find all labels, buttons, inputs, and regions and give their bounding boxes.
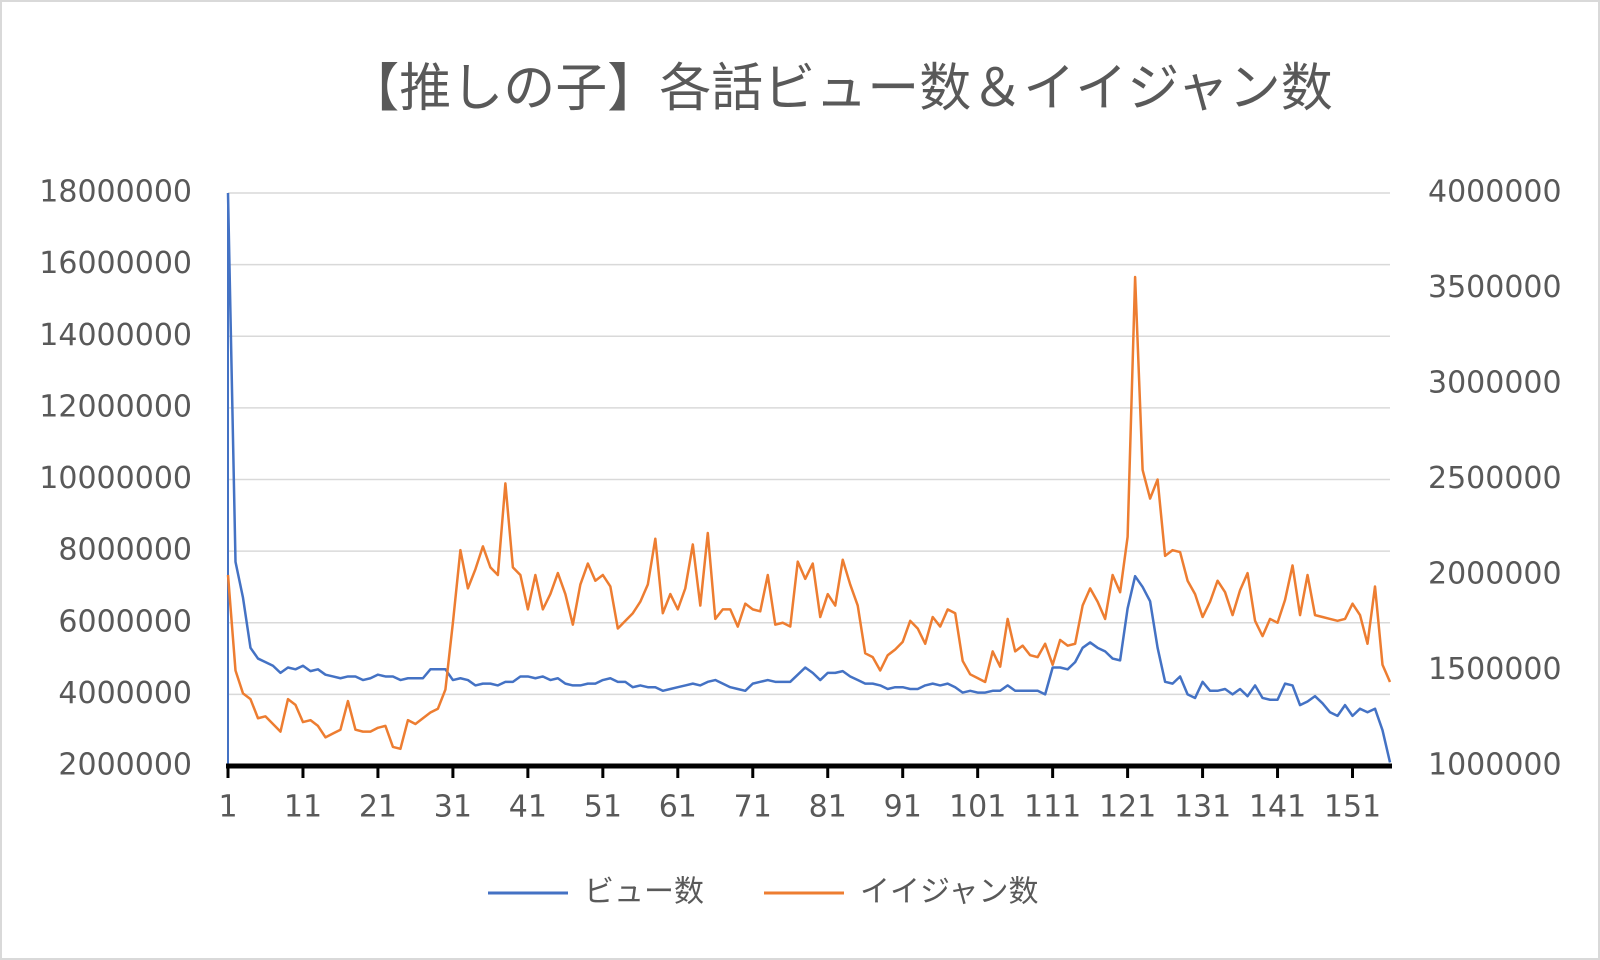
x-tick-label: 131 (1174, 790, 1231, 825)
x-tick-label: 21 (359, 790, 397, 825)
legend-label: ビュー数 (584, 875, 704, 910)
y2-tick-label: 3000000 (1428, 366, 1562, 401)
y2-tick-label: 2500000 (1428, 461, 1562, 496)
y-tick-label: 12000000 (39, 389, 192, 424)
x-tick-label: 1 (218, 790, 237, 825)
y-tick-label: 14000000 (39, 318, 192, 353)
series-line (226, 275, 1392, 751)
x-tick-label: 81 (809, 790, 847, 825)
y-tick-label: 10000000 (39, 461, 192, 496)
x-tick-label: 31 (434, 790, 472, 825)
legend-label: イイジャン数 (860, 875, 1039, 910)
series-line (226, 192, 1392, 763)
y-tick-label: 8000000 (58, 533, 192, 568)
x-tick-label: 121 (1099, 790, 1156, 825)
chart-title: 【推しの子】各話ビュー数＆イイジャン数 (347, 59, 1332, 119)
x-tick-label: 91 (884, 790, 922, 825)
x-tick-label: 151 (1324, 790, 1381, 825)
x-tick-label: 61 (659, 790, 697, 825)
y2-tick-label: 3500000 (1428, 270, 1562, 305)
x-tick-label: 71 (734, 790, 772, 825)
y-tick-label: 6000000 (58, 604, 192, 639)
y-tick-label: 16000000 (39, 246, 192, 281)
y2-tick-label: 2000000 (1428, 557, 1562, 592)
y2-tick-label: 1500000 (1428, 652, 1562, 687)
y-tick-label: 4000000 (58, 676, 192, 711)
x-tick-label: 111 (1024, 790, 1081, 825)
x-tick-label: 11 (284, 790, 322, 825)
y2-tick-label: 1000000 (1428, 748, 1562, 783)
x-tick-label: 51 (584, 790, 622, 825)
y2-tick-label: 4000000 (1428, 175, 1562, 210)
x-tick-label: 101 (949, 790, 1006, 825)
y-tick-label: 2000000 (58, 748, 192, 783)
x-tick-label: 41 (509, 790, 547, 825)
x-tick-label: 141 (1249, 790, 1306, 825)
y-tick-label: 18000000 (39, 175, 192, 210)
